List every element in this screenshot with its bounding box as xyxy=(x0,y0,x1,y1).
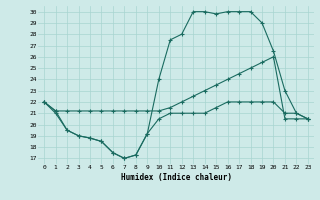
X-axis label: Humidex (Indice chaleur): Humidex (Indice chaleur) xyxy=(121,173,231,182)
